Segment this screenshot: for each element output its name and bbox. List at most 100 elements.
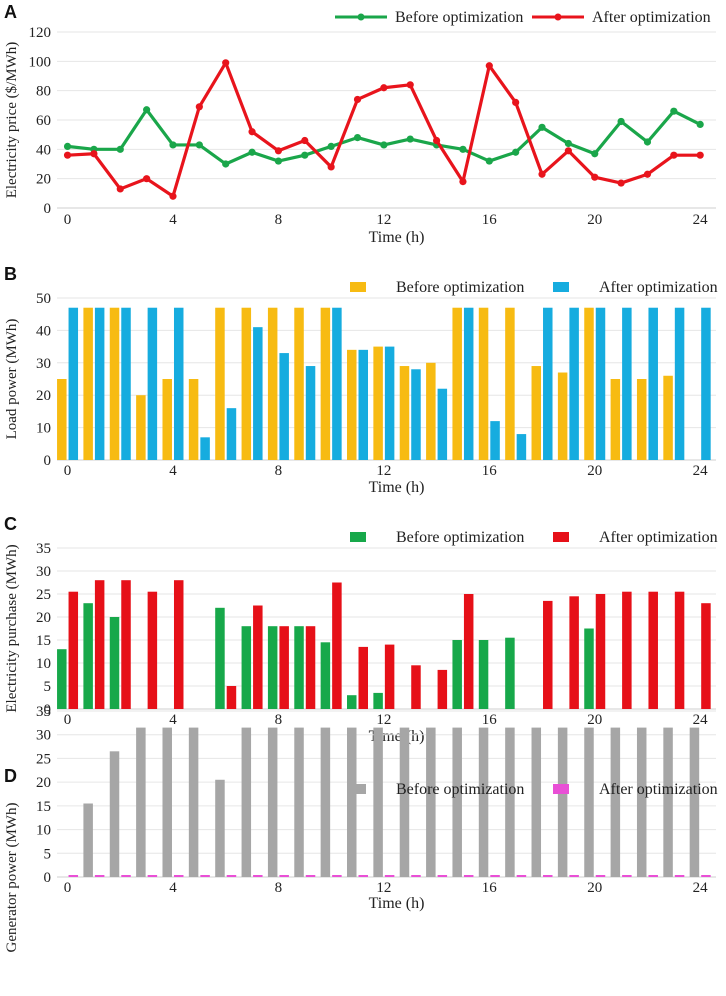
bar	[569, 875, 579, 877]
bar	[279, 875, 289, 877]
bar	[279, 353, 289, 460]
bar	[674, 875, 685, 877]
bar	[241, 307, 252, 460]
bar	[109, 751, 120, 877]
bar	[347, 695, 357, 709]
data-point	[195, 103, 203, 111]
bar	[701, 875, 711, 877]
y-tick-label: 20	[36, 388, 51, 404]
legend-label: Before optimization	[395, 9, 523, 26]
legend-label: After optimization	[599, 529, 718, 546]
bar	[463, 594, 474, 709]
bar	[147, 591, 158, 709]
data-point	[617, 179, 625, 187]
y-tick-label: 30	[36, 564, 51, 580]
bar	[215, 779, 225, 877]
bar	[505, 307, 515, 460]
bar	[320, 727, 331, 877]
bar	[267, 727, 278, 877]
bar	[347, 727, 357, 877]
data-point	[274, 157, 283, 165]
x-tick-label: 20	[587, 463, 602, 479]
bar	[373, 692, 383, 709]
bar	[332, 582, 342, 709]
bar	[490, 421, 500, 460]
bar	[569, 307, 579, 460]
bar	[648, 307, 658, 460]
legend-swatch	[553, 784, 569, 794]
bar	[595, 875, 606, 877]
data-point	[353, 134, 362, 142]
bar	[516, 875, 527, 877]
bar	[305, 626, 316, 709]
x-tick-label: 24	[693, 712, 709, 728]
data-point	[301, 151, 309, 159]
data-point	[485, 62, 493, 70]
bar	[622, 307, 632, 460]
bar	[384, 644, 395, 709]
data-point	[143, 106, 151, 114]
data-point	[538, 123, 546, 131]
x-tick-label: 0	[64, 212, 72, 228]
bar	[490, 875, 500, 877]
y-axis-label: Electricity purchase (MWh)	[4, 544, 20, 712]
data-point	[327, 163, 335, 171]
bar	[57, 649, 67, 709]
bar	[136, 727, 146, 877]
bar	[437, 875, 448, 877]
bar	[543, 875, 553, 877]
data-point	[538, 170, 546, 178]
data-point	[406, 81, 414, 89]
bar	[188, 379, 199, 460]
bar	[279, 626, 289, 709]
y-axis-label: Load power (MWh)	[4, 319, 20, 440]
legend-label: Before optimization	[396, 529, 524, 546]
bar	[584, 727, 594, 877]
bar	[253, 327, 263, 460]
bar	[531, 366, 542, 460]
bar	[463, 875, 474, 877]
bar	[543, 307, 553, 460]
bar	[543, 600, 553, 709]
bar	[241, 626, 252, 709]
x-tick-label: 4	[169, 212, 177, 228]
bar	[399, 366, 410, 460]
x-tick-label: 12	[376, 880, 391, 896]
x-tick-label: 0	[64, 712, 72, 728]
bar	[636, 379, 647, 460]
bar	[426, 362, 436, 460]
data-point	[169, 141, 177, 149]
bar	[674, 307, 685, 460]
y-tick-label: 40	[36, 142, 51, 158]
bar	[622, 875, 632, 877]
bar	[109, 307, 120, 460]
data-point	[274, 147, 283, 155]
bar	[584, 307, 594, 460]
bar	[68, 875, 79, 877]
data-point	[327, 142, 335, 150]
bar	[411, 369, 421, 460]
data-point	[670, 107, 678, 115]
bar	[162, 379, 172, 460]
data-point	[485, 157, 493, 165]
bar	[83, 307, 93, 460]
y-tick-label: 80	[36, 84, 51, 100]
data-point	[90, 150, 98, 158]
data-point	[643, 170, 652, 178]
bar	[648, 875, 658, 877]
bar	[689, 727, 700, 877]
bar	[373, 346, 383, 460]
x-tick-label: 4	[169, 712, 177, 728]
bar	[505, 637, 515, 709]
bar	[636, 727, 647, 877]
y-axis-label: Generator power (MWh)	[4, 803, 20, 953]
bar	[109, 617, 120, 709]
y-tick-label: 35	[36, 704, 51, 720]
y-tick-label: 15	[36, 633, 51, 649]
data-point	[459, 178, 467, 186]
bar	[147, 307, 158, 460]
bar	[68, 591, 79, 709]
data-point	[512, 148, 520, 156]
data-point	[353, 95, 362, 104]
